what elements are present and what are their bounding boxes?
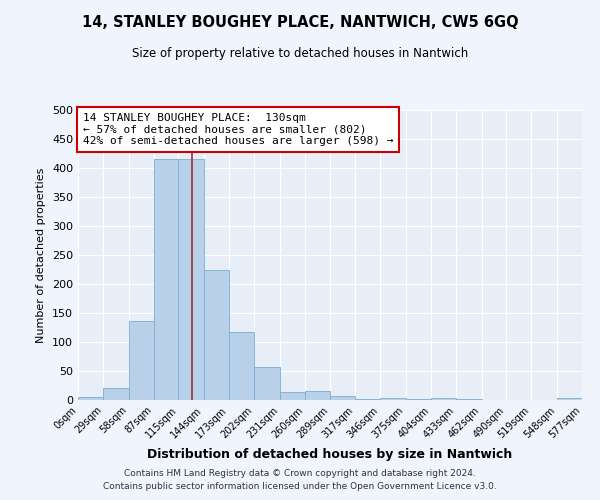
- Bar: [557, 398, 582, 400]
- Bar: [154, 158, 178, 400]
- X-axis label: Distribution of detached houses by size in Nantwich: Distribution of detached houses by size …: [148, 448, 512, 461]
- Bar: [128, 320, 154, 400]
- Bar: [103, 388, 128, 400]
- Bar: [178, 158, 204, 400]
- Bar: [331, 396, 355, 400]
- Bar: [431, 398, 456, 400]
- Bar: [204, 270, 229, 400]
- Bar: [355, 399, 380, 400]
- Text: 14, STANLEY BOUGHEY PLACE, NANTWICH, CW5 6GQ: 14, STANLEY BOUGHEY PLACE, NANTWICH, CW5…: [82, 15, 518, 30]
- Bar: [280, 392, 305, 400]
- Text: 14 STANLEY BOUGHEY PLACE:  130sqm
← 57% of detached houses are smaller (802)
42%: 14 STANLEY BOUGHEY PLACE: 130sqm ← 57% o…: [83, 113, 394, 146]
- Y-axis label: Number of detached properties: Number of detached properties: [37, 168, 46, 342]
- Bar: [380, 398, 406, 400]
- Bar: [78, 397, 103, 400]
- Bar: [305, 392, 331, 400]
- Text: Contains HM Land Registry data © Crown copyright and database right 2024.: Contains HM Land Registry data © Crown c…: [124, 468, 476, 477]
- Bar: [254, 367, 280, 400]
- Text: Size of property relative to detached houses in Nantwich: Size of property relative to detached ho…: [132, 48, 468, 60]
- Text: Contains public sector information licensed under the Open Government Licence v3: Contains public sector information licen…: [103, 482, 497, 491]
- Bar: [229, 332, 254, 400]
